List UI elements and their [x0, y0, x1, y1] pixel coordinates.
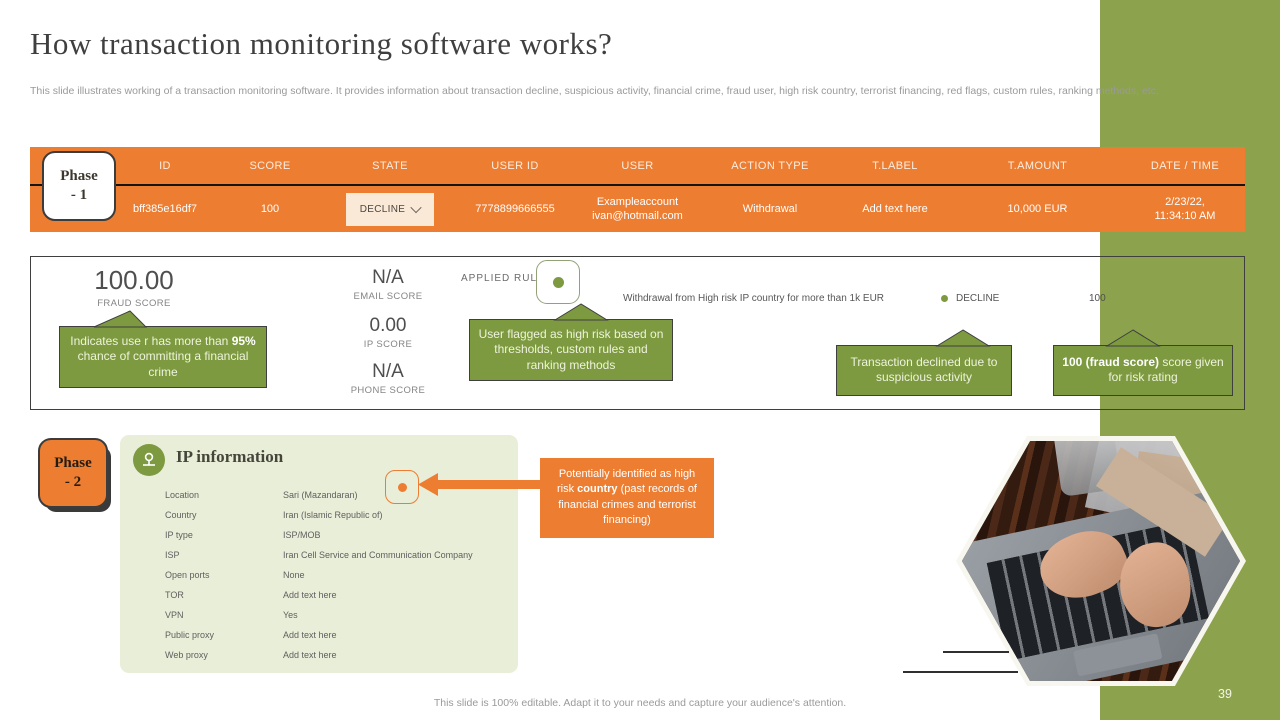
decorative-line: [903, 671, 1018, 673]
fraud-score-label: FRAUD SCORE: [97, 298, 171, 309]
callout-pointer-icon: [1105, 329, 1161, 347]
transaction-table: ID SCORE STATE USER ID USER ACTION TYPE …: [30, 147, 1245, 232]
slide-subtitle: This slide illustrates working of a tran…: [30, 85, 1159, 97]
callout-fraud-score: Indicates use r has more than 95% chance…: [59, 310, 267, 389]
col-score: SCORE: [249, 159, 291, 172]
cell-date-time: 2/23/22, 11:34:10 AM: [1154, 195, 1216, 222]
cell-id: bff385e16df7: [132, 202, 198, 215]
arrow-shaft: [436, 480, 542, 489]
page-title: How transaction monitoring software work…: [30, 26, 613, 61]
rule-text: Withdrawal from High risk IP country for…: [623, 293, 885, 304]
list-item: Open ports None: [165, 570, 305, 580]
list-item: TOR Add text here: [165, 590, 337, 600]
col-user-id: USER ID: [491, 159, 539, 172]
cell-score: 100: [260, 202, 280, 215]
col-action-type: ACTION TYPE: [731, 159, 809, 172]
decorative-line: [943, 651, 1009, 653]
col-t-label: T.LABEL: [872, 159, 918, 172]
bullet-dot-icon: [941, 295, 948, 302]
phone-score: N/A PHONE SCORE: [350, 361, 426, 396]
phase-2-badge: Phase - 2: [38, 438, 108, 508]
ip-information-panel: IP information Location Sari (Mazandaran)…: [120, 435, 518, 673]
chevron-down-icon: [410, 201, 422, 214]
col-t-amount: T.AMOUNT: [1007, 159, 1068, 172]
callout-decline: Transaction declined due to suspicious a…: [836, 329, 1012, 396]
page-number: 39: [1218, 687, 1232, 701]
laptop-photo: [962, 441, 1240, 681]
table-row: bff385e16df7 100 DECLINE 7778899666555 E…: [30, 186, 1245, 232]
callout-pointer-icon: [553, 303, 609, 321]
cell-action-type: Withdrawal: [742, 202, 798, 215]
score-panel: 100.00 FRAUD SCORE N/A EMAIL SCORE 0.00 …: [30, 256, 1245, 410]
col-state: STATE: [372, 159, 408, 172]
cell-t-amount: 10,000 EUR: [1007, 202, 1068, 215]
cell-user: Exampleaccount ivan@hotmail.com: [592, 195, 683, 222]
applied-rule-toggle[interactable]: [536, 260, 580, 304]
callout-pointer-icon: [93, 310, 148, 328]
list-item: Public proxy Add text here: [165, 630, 337, 640]
callout-applied-rules: User flagged as high risk based on thres…: [469, 303, 673, 382]
location-pin-icon: [133, 444, 165, 476]
ip-score: 0.00 IP SCORE: [363, 315, 413, 350]
cell-user-id: 7778899666555: [475, 202, 555, 215]
list-item: IP type ISP/MOB: [165, 530, 321, 540]
cell-state: DECLINE: [325, 192, 455, 226]
phase-1-badge: Phase - 1: [42, 151, 116, 221]
list-item: Location Sari (Mazandaran): [165, 490, 358, 500]
callout-high-risk-country: Potentially identified as high risk coun…: [540, 458, 714, 538]
email-score: N/A EMAIL SCORE: [353, 267, 423, 302]
list-item: Country Iran (Islamic Republic of): [165, 510, 383, 520]
ip-panel-title: IP information: [176, 447, 284, 466]
col-date-time: DATE / TIME: [1150, 159, 1220, 172]
laptop-photo-hexagon: [956, 436, 1246, 686]
toggle-dot-icon: [397, 482, 407, 492]
toggle-dot-icon: [552, 276, 564, 288]
footer-note: This slide is 100% editable. Adapt it to…: [433, 697, 847, 709]
decline-status-label: DECLINE: [956, 293, 1000, 304]
decline-status: DECLINE: [941, 293, 999, 304]
state-dropdown-label: DECLINE: [359, 203, 406, 215]
col-user: USER: [621, 159, 654, 172]
cell-t-label: Add text here: [862, 202, 928, 215]
list-item: ISP Iran Cell Service and Communication C…: [165, 550, 473, 560]
country-risk-toggle[interactable]: [385, 470, 419, 504]
state-dropdown[interactable]: DECLINE: [346, 192, 434, 226]
callout-risk-rating: 100 (fraud score) score given for risk r…: [1053, 329, 1233, 396]
ip-details-list: Location Sari (Mazandaran) Country Iran (I…: [165, 485, 505, 665]
table-header-row: ID SCORE STATE USER ID USER ACTION TYPE …: [30, 147, 1245, 186]
applied-rules-label: APPLIED RULES: [461, 273, 553, 284]
callout-pointer-icon: [935, 329, 991, 347]
list-item: VPN Yes: [165, 610, 298, 620]
fraud-score: 100.00 FRAUD SCORE: [69, 265, 199, 309]
risk-score-value: 100: [1089, 293, 1106, 304]
fraud-score-value: 100.00: [94, 265, 174, 295]
col-id: ID: [159, 159, 171, 172]
list-item: Web proxy Add text here: [165, 650, 337, 660]
